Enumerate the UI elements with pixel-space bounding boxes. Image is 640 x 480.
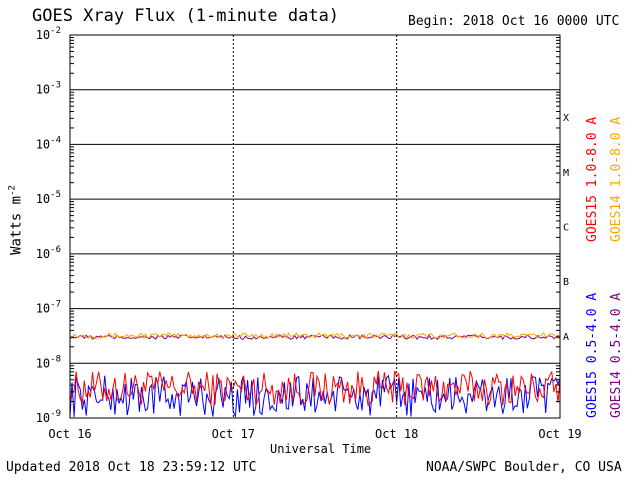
legend-goes14-long: GOES14 1.0-8.0 A	[609, 116, 624, 242]
flare-class-label: X	[563, 113, 569, 124]
y-tick-label: 10-7	[36, 300, 61, 316]
x-tick-label: Oct 17	[212, 427, 255, 441]
y-tick-label: 10-4	[36, 135, 61, 151]
legend-goes15-short: GOES15 0.5-4.0 A	[585, 292, 600, 418]
flare-class-label: B	[563, 277, 569, 288]
grid-layer	[70, 34, 560, 419]
series-line	[69, 331, 561, 340]
series-line	[69, 334, 561, 341]
y-tick-labels: 10-9 10-8 10-7 10-6 10-5 10-4 10-3 10-2	[36, 26, 61, 425]
legend-goes15-long: GOES15 1.0-8.0 A	[585, 116, 600, 242]
y-tick-label: 10-8	[36, 354, 61, 370]
y-tick-label: 10-3	[36, 81, 61, 97]
plot-frame	[69, 34, 561, 419]
flare-class-label: M	[563, 168, 569, 179]
x-tick-labels: Oct 16 Oct 17 Oct 18 Oct 19	[48, 427, 581, 441]
series-line	[69, 370, 561, 407]
flare-class-label: A	[563, 332, 569, 343]
y-tick-label: 10-9	[36, 409, 61, 425]
begin-time: Begin: 2018 Oct 16 0000 UTC	[408, 14, 620, 29]
source-credit: NOAA/SWPC Boulder, CO USA	[426, 460, 622, 475]
chart-title: GOES Xray Flux (1-minute data)	[32, 6, 340, 26]
flare-class-label: C	[563, 223, 569, 234]
y-axis-label-wrap: Watts m-2	[6, 170, 26, 270]
y-axis-label: Watts m-2	[7, 185, 25, 255]
x-tick-label: Oct 19	[538, 427, 581, 441]
x-axis-label: Universal Time	[270, 442, 372, 456]
y-tick-label: 10-6	[36, 245, 61, 261]
x-tick-label: Oct 18	[375, 427, 418, 441]
y-tick-label: 10-5	[36, 190, 61, 206]
x-tick-label: Oct 16	[48, 427, 91, 441]
series-line	[69, 374, 561, 418]
legend-goes14-short: GOES14 0.5-4.0 A	[609, 292, 624, 418]
series-layer	[69, 331, 561, 418]
y-tick-label: 10-2	[36, 26, 61, 42]
updated-timestamp: Updated 2018 Oct 18 23:59:12 UTC	[6, 460, 257, 475]
flare-class-labels: A B C M X	[563, 113, 569, 343]
